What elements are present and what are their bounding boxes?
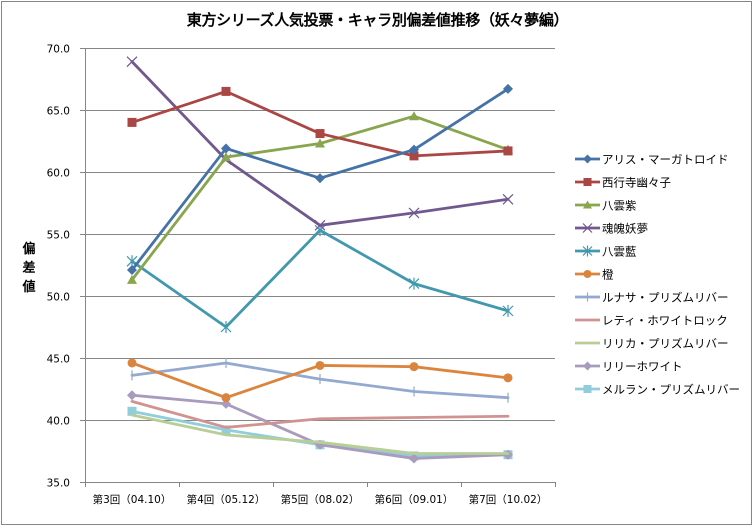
x-tick-labels: 第3回（04.10） 第4回（05.12） 第5回（08.02） 第6回（09.01）… xyxy=(93,493,548,506)
legend-label: ルナサ・プリズムリバー xyxy=(602,291,729,305)
data-point xyxy=(221,152,231,162)
data-point xyxy=(315,173,325,184)
data-point xyxy=(502,193,514,205)
y-tick-label: 65.0 xyxy=(47,106,70,118)
x-tick-label: 第4回（05.12） xyxy=(187,493,266,506)
legend-item: ルナサ・プリズムリバー xyxy=(575,291,729,305)
series-2 xyxy=(127,86,513,161)
legend-item: リリーホワイト xyxy=(575,360,683,374)
legend-item: 八雲紫 xyxy=(575,199,637,213)
series-9 xyxy=(130,413,510,455)
legend-label: 八雲藍 xyxy=(602,245,637,259)
legend-item: レティ・ホワイトロック xyxy=(575,314,728,328)
y-tick-labels: 70.0 65.0 60.0 55.0 50.0 45.0 40.0 35.0 xyxy=(47,44,70,490)
y-tick-label: 50.0 xyxy=(47,292,70,304)
legend-marker xyxy=(583,178,592,186)
data-point xyxy=(409,144,419,155)
y-tick-label: 45.0 xyxy=(47,354,70,366)
legend-marker xyxy=(583,361,592,371)
series-line xyxy=(130,399,510,429)
data-point xyxy=(409,362,419,372)
series-6 xyxy=(127,358,513,403)
x-tick-label: 第5回（08.02） xyxy=(281,493,360,506)
legend-label: 橙 xyxy=(602,268,614,282)
legend-label: 魂魄妖夢 xyxy=(602,222,648,236)
y-tick-label: 60.0 xyxy=(47,168,70,180)
legend-item: 魂魄妖夢 xyxy=(575,222,648,236)
series-line xyxy=(130,413,510,455)
data-point xyxy=(221,143,231,154)
y-tick-label: 55.0 xyxy=(47,230,70,242)
axes xyxy=(85,48,556,487)
legend-label: レティ・ホワイトロック xyxy=(602,314,728,328)
y-tick-label: 70.0 xyxy=(47,44,70,56)
legend-item: 西行寺幽々子 xyxy=(575,176,671,190)
data-point xyxy=(503,373,513,383)
data-point xyxy=(127,274,137,284)
legend-marker xyxy=(583,200,592,209)
data-point xyxy=(220,321,232,333)
y-tick-label: 40.0 xyxy=(47,416,70,428)
data-point xyxy=(503,83,513,94)
legend-label: リリーホワイト xyxy=(602,360,683,374)
data-point xyxy=(409,151,419,161)
x-tick-label: 第7回（10.02） xyxy=(469,493,548,506)
x-tick-label: 第6回（09.01） xyxy=(375,493,454,506)
chart-title: 東方シリーズ人気投票・キャラ別偏差値推移（妖々夢編） xyxy=(186,11,569,29)
legend-marker xyxy=(583,385,592,393)
legend-item: リリカ・プリズムリバー xyxy=(575,337,729,351)
data-point xyxy=(315,360,325,370)
legend-label: 八雲紫 xyxy=(602,199,637,213)
legend-item: アリス・マーガトロイド xyxy=(575,153,729,167)
legend: アリス・マーガトロイド西行寺幽々子八雲紫魂魄妖夢八雲藍橙ルナサ・プリズムリバーレ… xyxy=(575,153,740,397)
legend-marker xyxy=(583,270,592,278)
y-tick-label: 35.0 xyxy=(47,478,70,490)
data-point xyxy=(221,393,231,403)
legend-label: 西行寺幽々子 xyxy=(602,176,671,190)
legend-item: 橙 xyxy=(575,268,614,282)
y-axis-label: 偏差値 xyxy=(22,242,36,295)
data-point xyxy=(503,146,513,156)
legend-marker xyxy=(582,223,593,233)
data-point xyxy=(314,219,326,231)
series-1 xyxy=(127,83,513,275)
series-line xyxy=(130,228,510,329)
data-point xyxy=(127,117,137,127)
series-7 xyxy=(130,357,510,403)
data-point xyxy=(221,425,231,435)
series-3 xyxy=(127,111,513,284)
series-5 xyxy=(126,224,514,333)
data-point xyxy=(127,406,137,416)
data-point xyxy=(315,129,325,139)
data-point xyxy=(315,138,325,148)
legend-item: 八雲藍 xyxy=(575,245,637,259)
series-8 xyxy=(130,399,510,429)
series-lines xyxy=(126,56,514,464)
data-point xyxy=(127,358,137,368)
legend-label: リリカ・プリズムリバー xyxy=(602,337,729,351)
data-point xyxy=(408,277,420,290)
legend-label: アリス・マーガトロイド xyxy=(602,153,729,167)
data-point xyxy=(409,111,419,121)
data-point xyxy=(221,86,231,96)
legend-marker xyxy=(583,154,592,164)
x-tick-label: 第3回（04.10） xyxy=(93,493,172,506)
legend-item: メルラン・プリズムリバー xyxy=(575,383,740,397)
data-point xyxy=(409,453,419,464)
legend-label: メルラン・プリズムリバー xyxy=(602,383,740,397)
data-point xyxy=(502,304,514,317)
data-point xyxy=(408,207,420,219)
data-point xyxy=(127,390,137,401)
data-point xyxy=(127,264,137,275)
data-point xyxy=(126,56,138,68)
legend-marker xyxy=(582,245,593,257)
